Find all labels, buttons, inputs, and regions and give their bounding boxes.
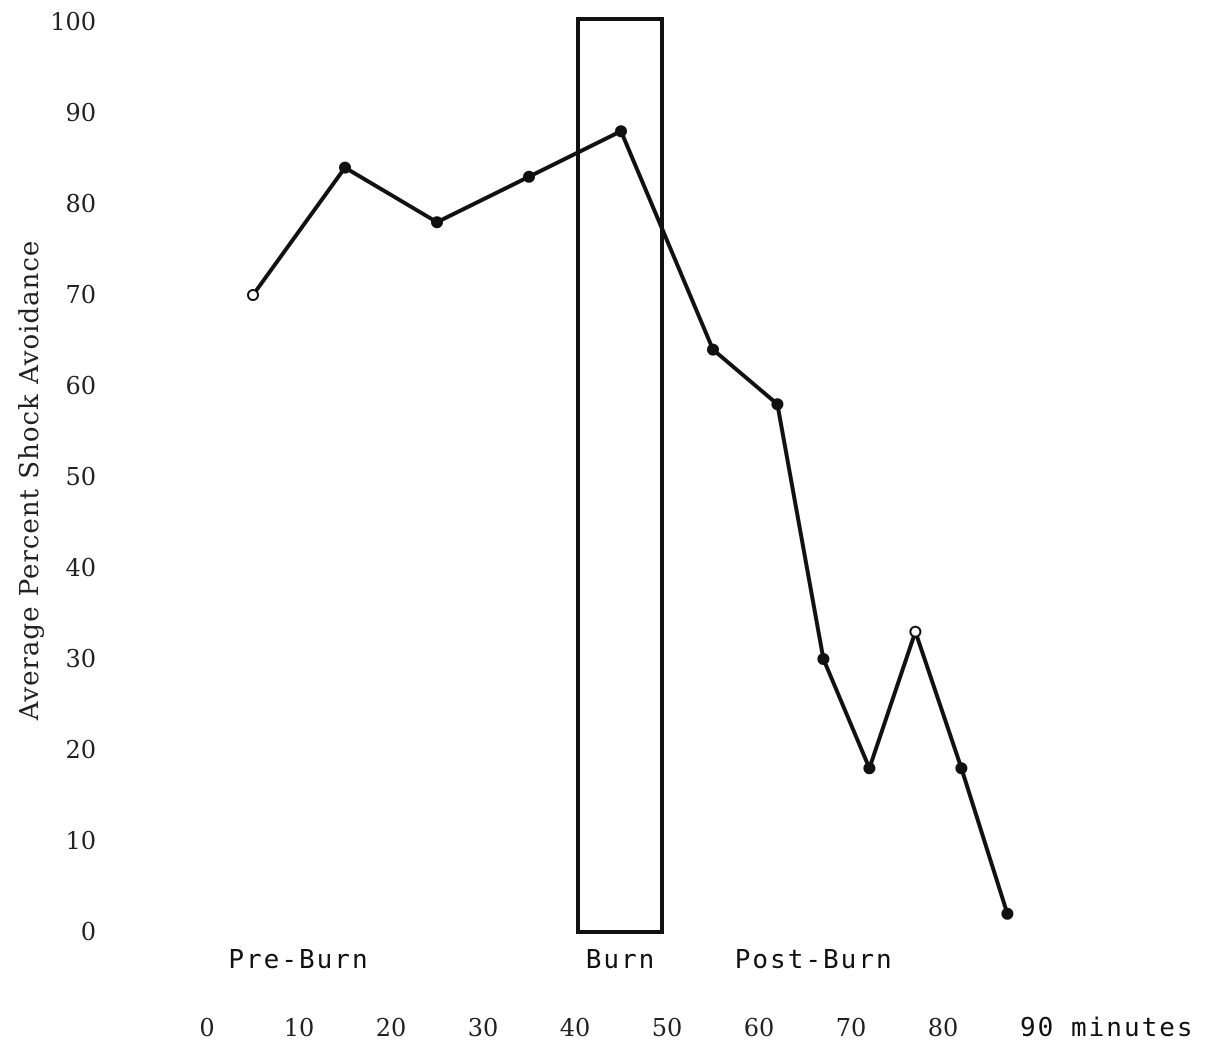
x-axis-ticks: 0 10 20 30 40 50 60 70 80 90 — [199, 1013, 1055, 1043]
y-tick-label: 10 — [65, 827, 96, 855]
y-tick-label: 0 — [81, 918, 96, 946]
x-tick-label: 0 — [199, 1014, 214, 1042]
data-point — [523, 170, 535, 183]
x-tick-label: 40 — [560, 1014, 591, 1042]
x-tick-label: 80 — [928, 1014, 959, 1042]
series-line — [251, 129, 1010, 915]
data-point — [247, 289, 259, 301]
x-tick-label: 60 — [744, 1014, 775, 1042]
y-axis-label: Average Percent Shock Avoidance — [15, 240, 45, 722]
data-point — [615, 125, 627, 138]
y-tick-label: 40 — [65, 554, 96, 582]
phase-label: Pre-Burn — [228, 945, 369, 975]
x-axis-unit-label: minutes — [1071, 1013, 1195, 1043]
x-tick-label: 20 — [376, 1014, 407, 1042]
y-tick-label: 60 — [65, 372, 96, 400]
phase-labels: Pre-Burn Burn Post-Burn — [228, 945, 894, 975]
phase-label: Burn — [586, 945, 657, 975]
y-tick-label: 30 — [65, 645, 96, 673]
burn-period-box — [576, 17, 664, 934]
x-tick-label: 10 — [284, 1014, 315, 1042]
data-point — [1001, 907, 1014, 920]
data-point — [771, 398, 784, 411]
data-point — [909, 625, 922, 638]
data-point — [707, 343, 719, 356]
data-point — [863, 762, 876, 775]
x-tick-label: 70 — [836, 1014, 867, 1042]
x-tick-label: 90 — [1020, 1013, 1055, 1043]
y-tick-label: 80 — [65, 190, 96, 218]
y-tick-label: 90 — [65, 99, 96, 127]
x-tick-label: 30 — [468, 1014, 499, 1042]
x-tick-label: 50 — [652, 1014, 683, 1042]
data-point — [339, 161, 351, 174]
series-layer — [247, 125, 1014, 920]
y-tick-label: 50 — [65, 463, 96, 491]
phase-label: Post-Burn — [735, 945, 894, 975]
data-point — [955, 762, 968, 775]
y-tick-label: 70 — [65, 281, 96, 309]
y-tick-label: 100 — [50, 8, 96, 36]
y-axis-ticks: 0 10 20 30 40 50 60 70 80 90 100 — [50, 8, 96, 946]
data-point — [431, 216, 443, 229]
y-tick-label: 20 — [65, 736, 96, 764]
data-point — [817, 653, 830, 665]
